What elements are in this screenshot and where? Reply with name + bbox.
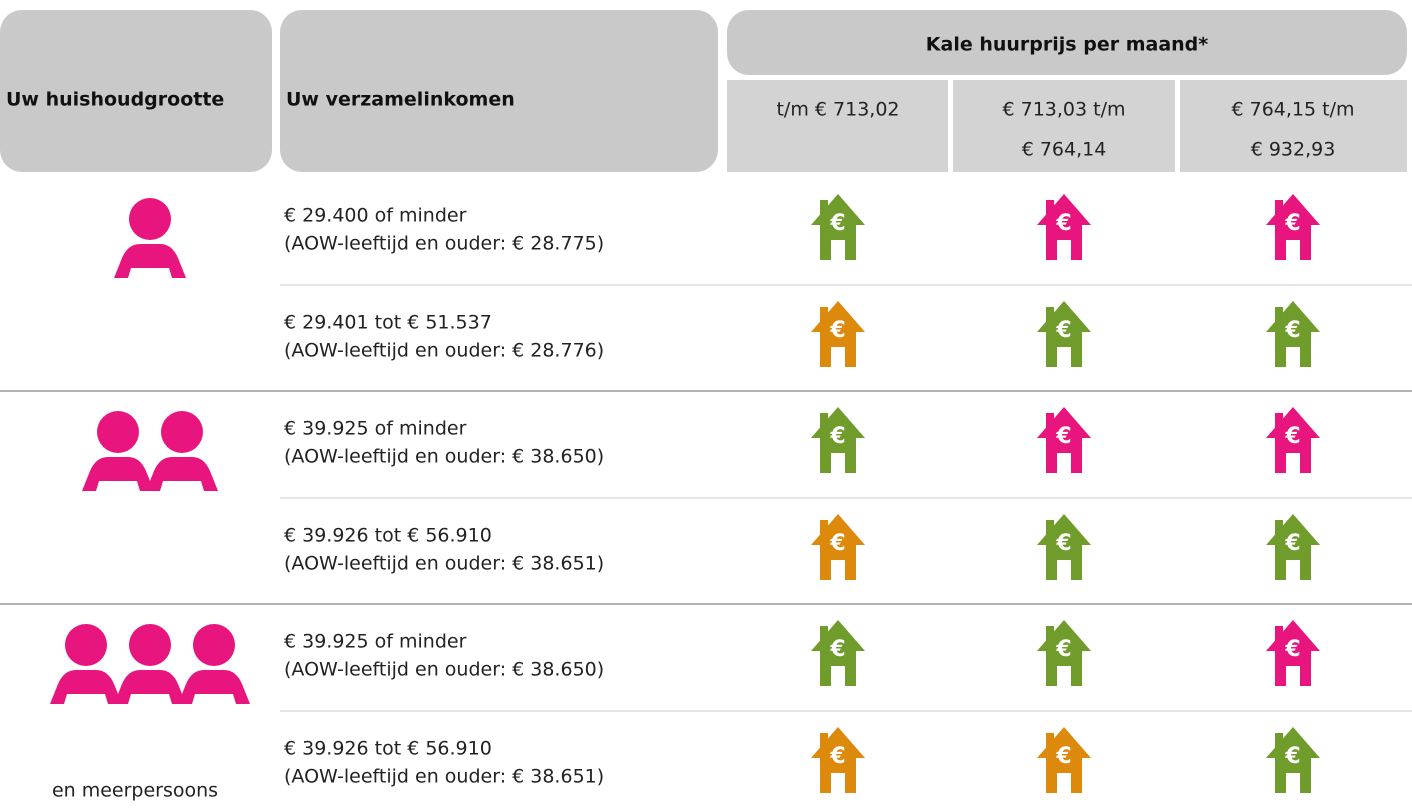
income-text: € 29.400 of minder [284,205,467,227]
header-cell [727,10,1407,75]
house-chimney [1046,626,1054,644]
house-symbol: € [829,318,845,343]
house-icon [1037,514,1091,580]
house-icon [1037,620,1091,686]
header-cell [953,80,1175,172]
income-text: € 29.401 tot € 51.537 [284,312,492,334]
header-cell [1180,80,1407,172]
person-head [129,624,171,666]
house-symbol: € [1284,637,1300,662]
person-head [193,624,235,666]
person-body [146,457,218,491]
person-body [82,457,154,491]
house-chimney [1046,520,1054,538]
house-icon [1037,407,1091,473]
house-symbol: € [829,531,845,556]
person-body [114,670,186,704]
header-cell [280,10,718,172]
house-chimney [820,733,828,751]
house-symbol: € [829,744,845,769]
house-icon [1266,727,1320,793]
income-text: (AOW-leeftijd en ouder: € 38.650) [284,659,604,681]
income-text: (AOW-leeftijd en ouder: € 38.650) [284,446,604,468]
house-icon [811,727,865,793]
house-symbol: € [1284,318,1300,343]
house-icon [1037,194,1091,260]
income-text: (AOW-leeftijd en ouder: € 28.775) [284,233,604,255]
house-symbol: € [1284,744,1300,769]
band-label: € 713,03 t/m [1002,99,1125,121]
house-icon [1266,301,1320,367]
income-text: € 39.925 of minder [284,418,467,440]
house-chimney [1046,413,1054,431]
income-text: (AOW-leeftijd en ouder: € 28.776) [284,340,604,362]
house-symbol: € [829,637,845,662]
house-icon [1266,514,1320,580]
house-chimney [820,626,828,644]
person-body [178,670,250,704]
house-symbol: € [1055,637,1071,662]
house-symbol: € [1055,744,1071,769]
income-text: € 39.925 of minder [284,631,467,653]
house-icon [1037,301,1091,367]
band-label: € 932,93 [1251,139,1336,161]
person-head [65,624,107,666]
house-chimney [820,307,828,325]
income-text: € 39.926 tot € 56.910 [284,738,492,760]
person-body [114,244,186,278]
house-icon [811,301,865,367]
house-chimney [820,413,828,431]
house-chimney [1275,200,1283,218]
house-icon [811,514,865,580]
house-symbol: € [1284,211,1300,236]
house-symbol: € [829,424,845,449]
header-text: Uw huishoudgrootte [6,89,224,111]
header-text: Kale huurprijs per maand* [926,34,1208,56]
income-text: (AOW-leeftijd en ouder: € 38.651) [284,553,604,575]
house-symbol: € [1055,318,1071,343]
house-chimney [820,200,828,218]
house-symbol: € [829,211,845,236]
person-body [50,670,122,704]
house-chimney [1046,307,1054,325]
header-text: Uw verzamelinkomen [286,89,515,111]
group-label: en meerpersoons [52,780,218,802]
house-chimney [1046,200,1054,218]
house-symbol: € [1055,424,1071,449]
person-head [129,198,171,240]
house-icon [1266,620,1320,686]
income-text: € 39.926 tot € 56.910 [284,525,492,547]
house-symbol: € [1284,531,1300,556]
person-head [97,411,139,453]
header-cell [0,10,272,172]
house-chimney [820,520,828,538]
house-chimney [1275,733,1283,751]
house-symbol: € [1055,211,1071,236]
house-icon [1037,727,1091,793]
band-label: t/m € 713,02 [776,99,899,121]
person-head [161,411,203,453]
header-cell [727,80,948,172]
house-chimney [1275,626,1283,644]
house-chimney [1275,307,1283,325]
house-symbol: € [1284,424,1300,449]
house-icon [1266,407,1320,473]
house-chimney [1275,520,1283,538]
house-icon [811,620,865,686]
house-icon [811,407,865,473]
house-icon [811,194,865,260]
house-symbol: € [1055,531,1071,556]
band-label: € 764,15 t/m [1231,99,1354,121]
band-label: € 764,14 [1022,139,1107,161]
house-chimney [1046,733,1054,751]
house-chimney [1275,413,1283,431]
income-text: (AOW-leeftijd en ouder: € 38.651) [284,766,604,788]
house-icon [1266,194,1320,260]
